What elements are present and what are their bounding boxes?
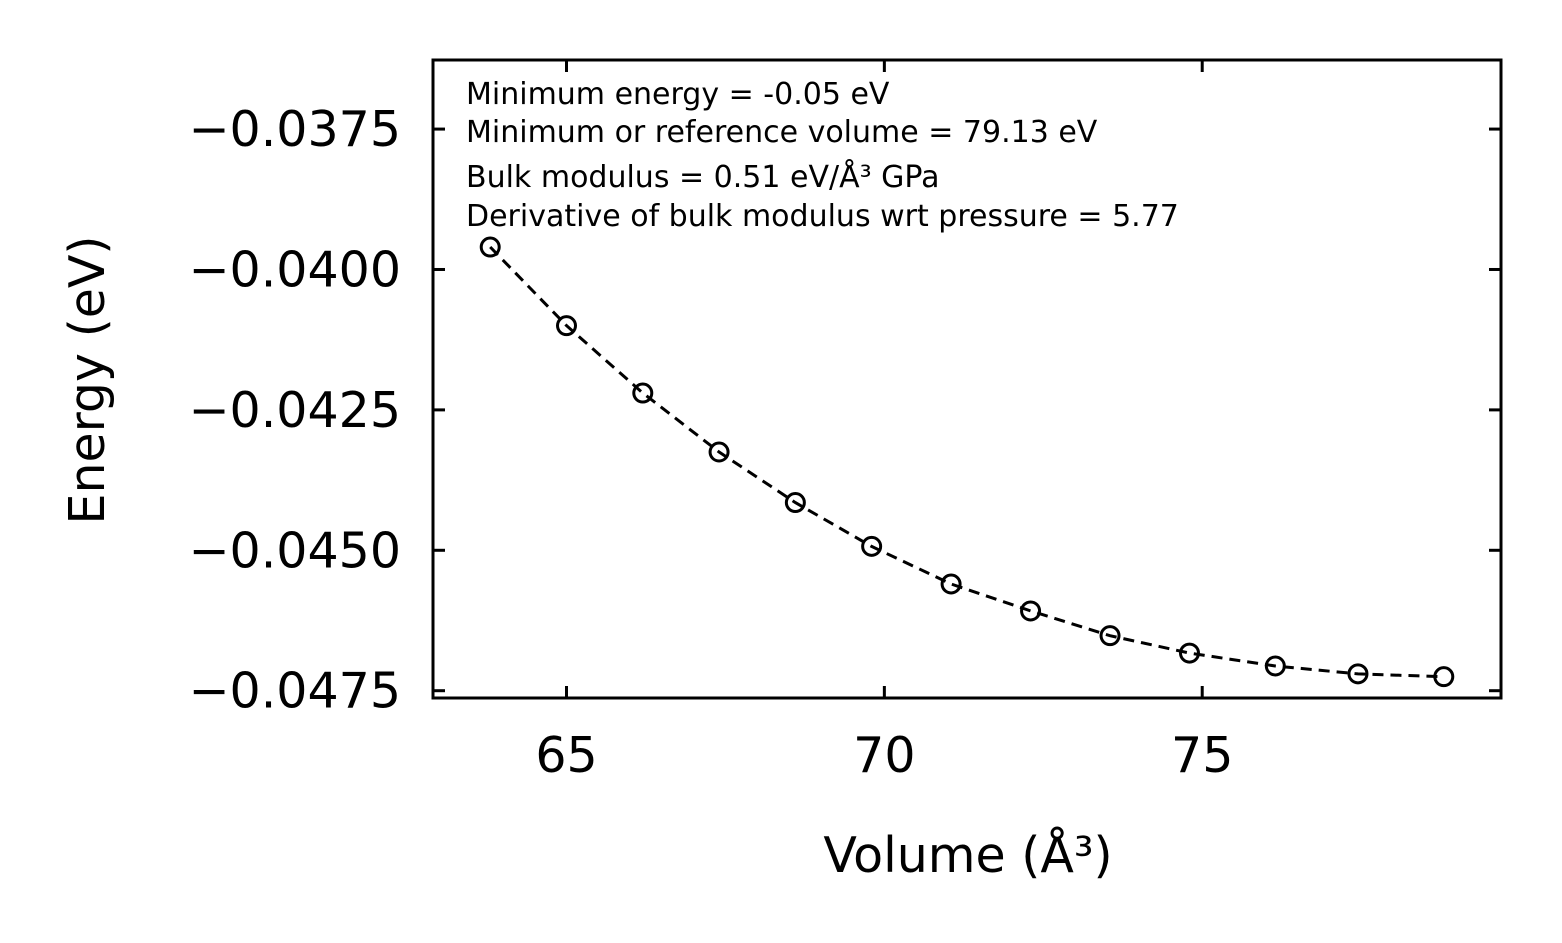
x-axis-label: Volume (Å³) [823,825,1112,884]
annotation-bulk-modulus-derivative: Derivative of bulk modulus wrt pressure … [466,199,1179,234]
data-point [861,535,883,557]
data-point [1020,600,1042,622]
y-axis-label: Energy (eV) [59,235,116,524]
annotation-min-energy: Minimum energy = -0.05 eV [466,77,890,112]
y-axis-ticks: −0.0375 −0.0400 −0.0425 −0.0450 −0.0475 [188,101,1501,720]
data-point [784,492,806,514]
data-point [1264,655,1286,677]
x-tick-label: 65 [535,727,597,784]
annotation-bulk-modulus: Bulk modulus = 0.51 eV/Å³ GPa [466,159,940,195]
data-point [1347,663,1369,685]
y-tick-label: −0.0475 [188,663,401,720]
data-point [632,382,654,404]
y-tick-label: −0.0450 [188,522,401,579]
annotations: Minimum energy = -0.05 eV Minimum or ref… [466,77,1179,234]
x-axis-ticks: 65 70 75 [535,60,1233,784]
plot-frame [431,58,1503,700]
annotation-reference-volume: Minimum or reference volume = 79.13 eV [466,115,1098,150]
data-point [1099,625,1121,647]
data-point [1179,642,1200,664]
data-point [940,573,962,595]
x-tick-label: 70 [853,727,915,784]
series-line [489,245,1444,679]
plot-area [479,236,1455,688]
data-point [556,315,577,337]
y-tick-label: −0.0400 [188,241,401,298]
data-point [479,236,501,258]
data-point [708,441,730,463]
x-tick-label: 75 [1171,727,1233,784]
data-point [1433,666,1455,688]
y-tick-label: −0.0375 [188,101,401,158]
y-tick-label: −0.0425 [188,382,401,439]
